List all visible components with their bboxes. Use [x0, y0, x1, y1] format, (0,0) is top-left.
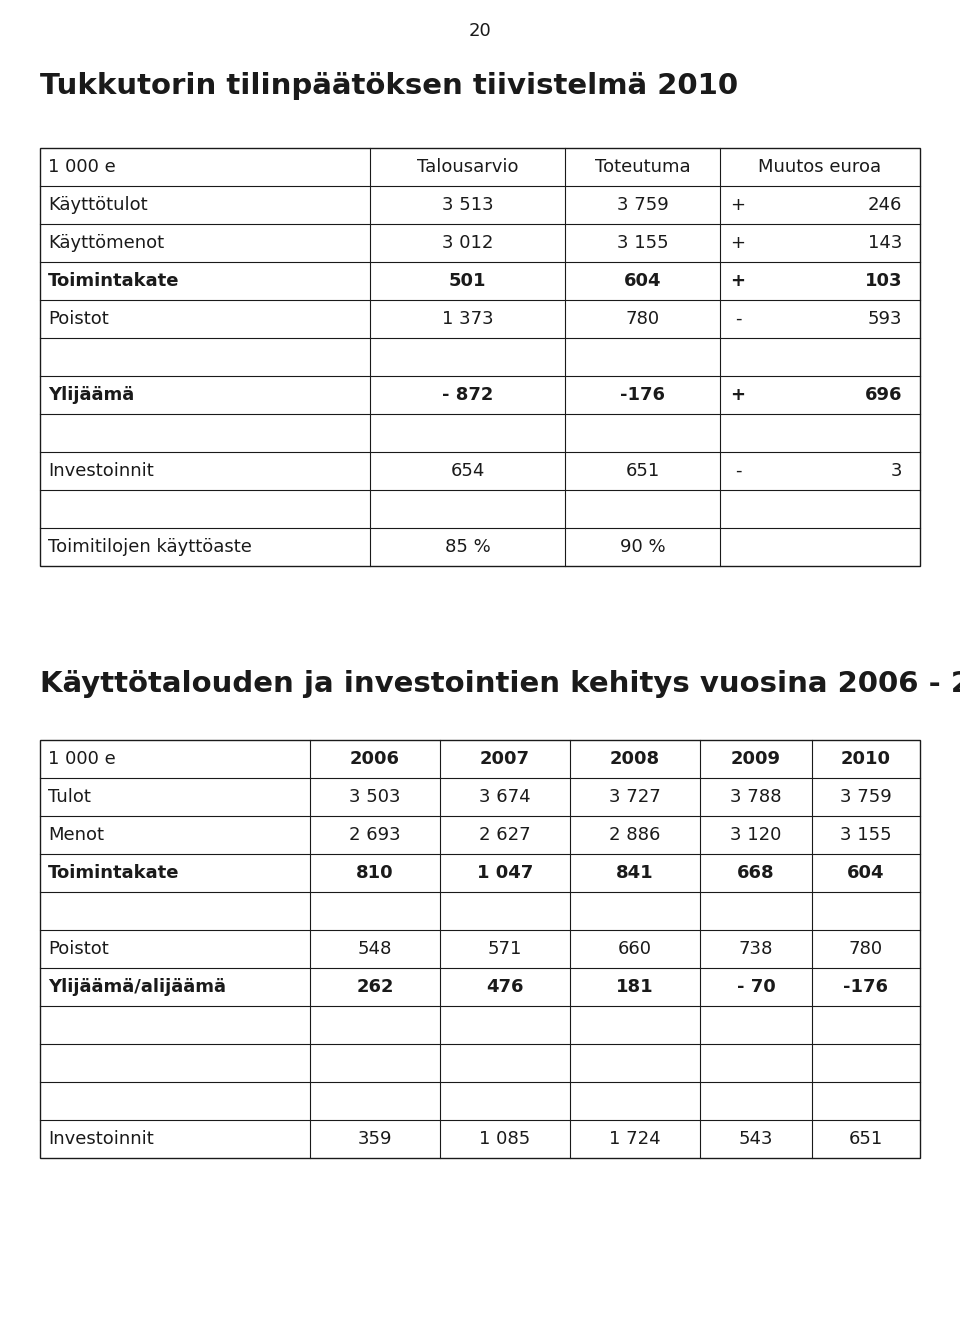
Text: 3 155: 3 155: [616, 234, 668, 252]
Text: 651: 651: [625, 462, 660, 481]
Text: Tulot: Tulot: [48, 788, 91, 806]
Bar: [40, 740, 920, 1158]
Text: 2 693: 2 693: [349, 826, 401, 843]
Text: Ylijäämä: Ylijäämä: [48, 387, 134, 404]
Text: 3 012: 3 012: [442, 234, 493, 252]
Text: 3 674: 3 674: [479, 788, 531, 806]
Text: 1 000 e: 1 000 e: [48, 158, 116, 176]
Text: Investoinnit: Investoinnit: [48, 462, 154, 481]
Text: 1 085: 1 085: [479, 1129, 531, 1148]
Text: +: +: [731, 387, 746, 404]
Text: Toimitilojen käyttöaste: Toimitilojen käyttöaste: [48, 538, 252, 556]
Text: 696: 696: [865, 387, 902, 404]
Text: 3: 3: [891, 462, 902, 481]
Text: Poistot: Poistot: [48, 310, 108, 328]
Text: 548: 548: [358, 940, 393, 959]
Text: Käyttömenot: Käyttömenot: [48, 234, 164, 252]
Text: Käyttötulot: Käyttötulot: [48, 196, 148, 214]
Text: 181: 181: [616, 978, 654, 996]
Text: 2009: 2009: [731, 749, 781, 768]
Text: 651: 651: [849, 1129, 883, 1148]
Text: 262: 262: [356, 978, 394, 996]
Text: 359: 359: [358, 1129, 393, 1148]
Text: 604: 604: [848, 865, 885, 882]
Bar: [40, 148, 920, 565]
Text: Käyttötalouden ja investointien kehitys vuosina 2006 - 2010: Käyttötalouden ja investointien kehitys …: [40, 670, 960, 698]
Text: 501: 501: [448, 271, 487, 290]
Text: 1 724: 1 724: [610, 1129, 660, 1148]
Text: Toimintakate: Toimintakate: [48, 271, 180, 290]
Text: 103: 103: [865, 271, 902, 290]
Text: Ylijäämä/alijäämä: Ylijäämä/alijäämä: [48, 978, 226, 996]
Text: -176: -176: [620, 387, 665, 404]
Text: 90 %: 90 %: [620, 538, 665, 556]
Text: 1 373: 1 373: [442, 310, 493, 328]
Text: -: -: [734, 310, 741, 328]
Text: 3 155: 3 155: [840, 826, 892, 843]
Text: 2006: 2006: [350, 749, 400, 768]
Text: 604: 604: [624, 271, 661, 290]
Text: -176: -176: [844, 978, 889, 996]
Text: Muutos euroa: Muutos euroa: [758, 158, 881, 176]
Text: 3 759: 3 759: [840, 788, 892, 806]
Text: 2007: 2007: [480, 749, 530, 768]
Text: 780: 780: [625, 310, 660, 328]
Text: Menot: Menot: [48, 826, 104, 843]
Text: 2 886: 2 886: [610, 826, 660, 843]
Text: 20: 20: [468, 23, 492, 40]
Text: Tukkutorin tilinpäätöksen tiivistelmä 2010: Tukkutorin tilinpäätöksen tiivistelmä 20…: [40, 71, 738, 101]
Text: 738: 738: [739, 940, 773, 959]
Text: 476: 476: [487, 978, 524, 996]
Text: 1 000 e: 1 000 e: [48, 749, 116, 768]
Text: Talousarvio: Talousarvio: [417, 158, 518, 176]
Text: 593: 593: [868, 310, 902, 328]
Text: 780: 780: [849, 940, 883, 959]
Text: 543: 543: [739, 1129, 773, 1148]
Text: 2008: 2008: [610, 749, 660, 768]
Text: +: +: [731, 196, 746, 214]
Text: 1 047: 1 047: [477, 865, 533, 882]
Text: Poistot: Poistot: [48, 940, 108, 959]
Text: 3 727: 3 727: [610, 788, 660, 806]
Text: Toimintakate: Toimintakate: [48, 865, 180, 882]
Text: +: +: [731, 271, 746, 290]
Text: 246: 246: [868, 196, 902, 214]
Text: Toteutuma: Toteutuma: [594, 158, 690, 176]
Text: 654: 654: [450, 462, 485, 481]
Text: - 872: - 872: [442, 387, 493, 404]
Text: 660: 660: [618, 940, 652, 959]
Text: 3 503: 3 503: [349, 788, 400, 806]
Text: 85 %: 85 %: [444, 538, 491, 556]
Text: +: +: [731, 234, 746, 252]
Text: 143: 143: [868, 234, 902, 252]
Text: -: -: [734, 462, 741, 481]
Text: 3 120: 3 120: [731, 826, 781, 843]
Text: 841: 841: [616, 865, 654, 882]
Text: 810: 810: [356, 865, 394, 882]
Text: Investoinnit: Investoinnit: [48, 1129, 154, 1148]
Text: 2010: 2010: [841, 749, 891, 768]
Text: 3 759: 3 759: [616, 196, 668, 214]
Text: 668: 668: [737, 865, 775, 882]
Text: 571: 571: [488, 940, 522, 959]
Text: - 70: - 70: [736, 978, 776, 996]
Text: 3 788: 3 788: [731, 788, 781, 806]
Text: 3 513: 3 513: [442, 196, 493, 214]
Text: 2 627: 2 627: [479, 826, 531, 843]
